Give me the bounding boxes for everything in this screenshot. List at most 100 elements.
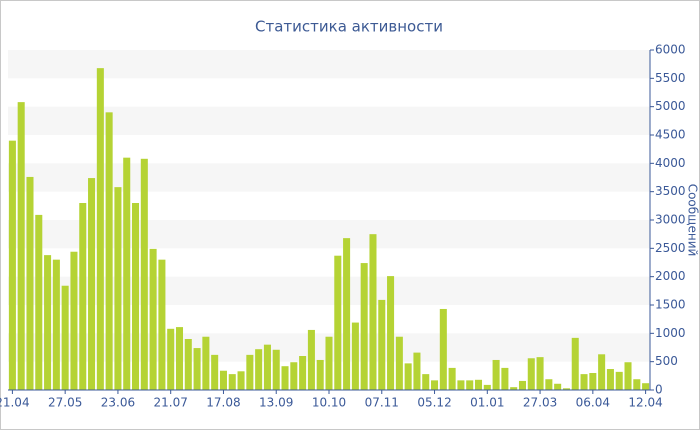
bar (123, 157, 131, 390)
x-tick-label: 10.10 (312, 396, 346, 410)
bar (246, 354, 254, 390)
bar (624, 362, 632, 390)
bar (343, 238, 351, 390)
y-tick-label: 1000 (655, 326, 686, 340)
bar (457, 380, 465, 390)
bar (334, 255, 342, 390)
bar (193, 348, 201, 390)
y-tick-label: 4500 (655, 128, 686, 142)
bar (237, 371, 245, 390)
y-tick-label: 4000 (655, 156, 686, 170)
bar (228, 374, 236, 390)
bar (8, 140, 16, 390)
bar (387, 276, 395, 390)
grid-band (8, 163, 650, 192)
grid-band (8, 220, 650, 249)
x-tick-label: 23.06 (101, 396, 135, 410)
chart-title: Статистика активности (255, 18, 443, 36)
bar (422, 374, 430, 390)
bar (369, 234, 377, 390)
x-tick-label: 17.08 (206, 396, 240, 410)
bar (96, 68, 104, 390)
bar (351, 322, 359, 390)
bar (589, 373, 597, 390)
bar (35, 214, 43, 390)
bar (642, 383, 650, 390)
bar (158, 259, 166, 390)
bar (378, 299, 386, 390)
x-tick-label: 01.01 (470, 396, 504, 410)
bar (395, 336, 403, 390)
bar (88, 178, 96, 390)
bar (518, 380, 526, 390)
bar (17, 102, 25, 390)
bar (290, 362, 298, 390)
x-tick-label: 21.07 (154, 396, 188, 410)
bar (580, 374, 588, 390)
bar (360, 263, 368, 390)
x-tick-label: 13.09 (259, 396, 293, 410)
x-tick-label: 06.04 (576, 396, 610, 410)
y-tick-label: 2500 (655, 241, 686, 255)
grid-band (8, 50, 650, 79)
bar (527, 358, 535, 390)
x-tick-label: 12.04 (628, 396, 662, 410)
bar (448, 367, 456, 390)
bar (501, 367, 509, 390)
bar (325, 336, 333, 390)
grid-band (8, 276, 650, 305)
y-axis-label: Сообщений (686, 184, 700, 257)
bar (167, 328, 175, 390)
bar (211, 354, 219, 390)
y-tick-label: 1500 (655, 298, 686, 312)
y-tick-label: 5000 (655, 99, 686, 113)
bar (132, 203, 140, 390)
bar (114, 187, 122, 390)
grid-band (8, 106, 650, 135)
bar (474, 379, 483, 390)
bar (307, 329, 315, 390)
bar (105, 112, 113, 390)
bar (431, 380, 439, 390)
y-tick-label: 0 (655, 383, 663, 397)
bar (26, 176, 34, 390)
bar (316, 359, 324, 390)
bar (255, 349, 263, 390)
bar (615, 371, 623, 390)
y-tick-label: 6000 (655, 43, 686, 57)
bar (483, 384, 491, 390)
bar (404, 363, 412, 390)
bar (140, 158, 148, 390)
bar (606, 369, 614, 390)
bar (545, 379, 553, 390)
y-tick-label: 3500 (655, 184, 686, 198)
bar (149, 248, 157, 390)
bar (44, 255, 52, 390)
bar (61, 285, 69, 390)
bar (439, 308, 447, 390)
y-tick-label: 5500 (655, 71, 686, 85)
bar (633, 379, 641, 390)
bar (510, 387, 518, 390)
bar (272, 349, 280, 390)
bar (598, 354, 606, 390)
bar (281, 366, 289, 390)
y-tick-label: 3000 (655, 213, 686, 227)
bar (70, 251, 78, 390)
x-tick-label: 07.11 (365, 396, 399, 410)
bar (79, 203, 87, 390)
x-tick-label: 21.04 (0, 396, 30, 410)
y-tick-label: 500 (655, 354, 678, 368)
x-tick-label: 27.03 (523, 396, 557, 410)
bar (413, 352, 421, 390)
bar (562, 388, 570, 390)
bar (492, 359, 500, 390)
x-tick-label: 27.05 (48, 396, 82, 410)
bar (219, 370, 227, 390)
bar (299, 356, 307, 390)
bar (52, 259, 60, 390)
bar (263, 344, 271, 390)
bar (202, 336, 210, 390)
x-tick-label: 05.12 (417, 396, 451, 410)
